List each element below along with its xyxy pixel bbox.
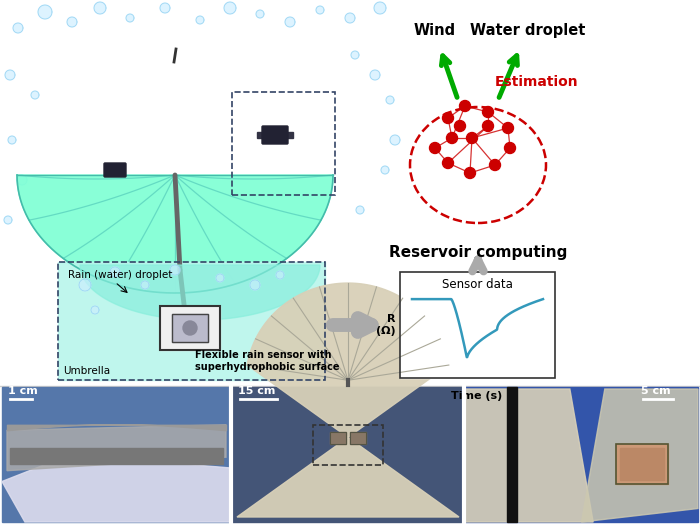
Polygon shape — [4, 216, 12, 224]
Bar — [350, 432, 366, 444]
Text: 15 cm: 15 cm — [238, 386, 275, 396]
Bar — [617, 444, 668, 484]
Text: Water droplet: Water droplet — [470, 23, 586, 38]
Text: 1 cm: 1 cm — [8, 386, 38, 396]
Polygon shape — [8, 136, 16, 144]
Circle shape — [442, 158, 454, 169]
Bar — [160, 306, 220, 350]
Text: Wind: Wind — [414, 23, 456, 38]
Circle shape — [183, 321, 197, 335]
Polygon shape — [276, 271, 284, 279]
Bar — [232, 387, 464, 522]
Bar — [507, 387, 517, 522]
Text: 5 cm: 5 cm — [641, 386, 671, 396]
Bar — [232, 92, 335, 195]
Polygon shape — [316, 6, 324, 14]
Polygon shape — [374, 2, 386, 14]
Polygon shape — [13, 23, 23, 33]
Bar — [2, 387, 231, 522]
Bar — [58, 262, 325, 380]
Circle shape — [454, 121, 466, 131]
Circle shape — [465, 167, 475, 178]
Bar — [350, 432, 366, 444]
Bar — [285, 132, 293, 138]
Polygon shape — [38, 5, 52, 19]
Polygon shape — [126, 14, 134, 22]
Circle shape — [466, 132, 477, 143]
Polygon shape — [285, 17, 295, 27]
Bar — [465, 387, 698, 522]
Polygon shape — [256, 10, 264, 18]
Polygon shape — [216, 274, 224, 282]
Polygon shape — [582, 389, 698, 522]
Polygon shape — [370, 70, 380, 80]
Bar — [400, 272, 555, 378]
Polygon shape — [141, 281, 149, 289]
Circle shape — [442, 112, 454, 123]
Bar — [172, 314, 208, 342]
Bar — [58, 262, 325, 380]
Polygon shape — [17, 175, 333, 293]
Text: Flexible rain sensor with
superhydrophobic surface: Flexible rain sensor with superhydrophob… — [195, 350, 340, 372]
Polygon shape — [31, 91, 39, 99]
Bar — [160, 306, 220, 350]
Bar — [330, 432, 346, 444]
Polygon shape — [91, 306, 99, 314]
Polygon shape — [17, 175, 27, 185]
Circle shape — [482, 121, 493, 131]
Polygon shape — [381, 166, 389, 174]
Polygon shape — [80, 265, 320, 320]
Bar — [10, 448, 223, 464]
Text: Time (s): Time (s) — [452, 391, 503, 401]
Bar — [620, 448, 664, 480]
Polygon shape — [224, 2, 236, 14]
Ellipse shape — [410, 107, 546, 223]
Circle shape — [430, 142, 440, 153]
Text: Rain (water) droplet: Rain (water) droplet — [68, 270, 172, 280]
Polygon shape — [196, 16, 204, 24]
Polygon shape — [79, 279, 91, 291]
Polygon shape — [386, 96, 394, 104]
Polygon shape — [170, 265, 180, 275]
Circle shape — [482, 107, 493, 118]
Text: Reservoir computing: Reservoir computing — [389, 245, 567, 260]
FancyBboxPatch shape — [262, 126, 288, 144]
Polygon shape — [351, 51, 359, 59]
Bar — [257, 132, 265, 138]
Polygon shape — [94, 2, 106, 14]
Polygon shape — [345, 13, 355, 23]
Polygon shape — [2, 455, 231, 522]
Polygon shape — [67, 17, 77, 27]
Polygon shape — [356, 206, 364, 214]
Bar — [172, 314, 208, 342]
Circle shape — [447, 132, 458, 143]
Text: Estimation: Estimation — [495, 75, 579, 89]
Circle shape — [503, 122, 514, 133]
Polygon shape — [465, 389, 593, 522]
Polygon shape — [5, 70, 15, 80]
Bar — [313, 425, 383, 465]
Polygon shape — [160, 3, 170, 13]
Circle shape — [505, 142, 515, 153]
FancyBboxPatch shape — [104, 163, 126, 177]
Bar — [330, 432, 346, 444]
Polygon shape — [250, 280, 260, 290]
Circle shape — [489, 160, 500, 171]
Polygon shape — [390, 135, 400, 145]
Text: Sensor data: Sensor data — [442, 278, 513, 291]
Bar — [617, 444, 668, 484]
Circle shape — [459, 100, 470, 111]
Polygon shape — [7, 425, 226, 471]
Bar — [400, 272, 555, 378]
Polygon shape — [237, 283, 459, 517]
Polygon shape — [110, 267, 120, 277]
Text: R
(Ω): R (Ω) — [377, 314, 396, 336]
Text: Umbrella: Umbrella — [63, 366, 110, 376]
